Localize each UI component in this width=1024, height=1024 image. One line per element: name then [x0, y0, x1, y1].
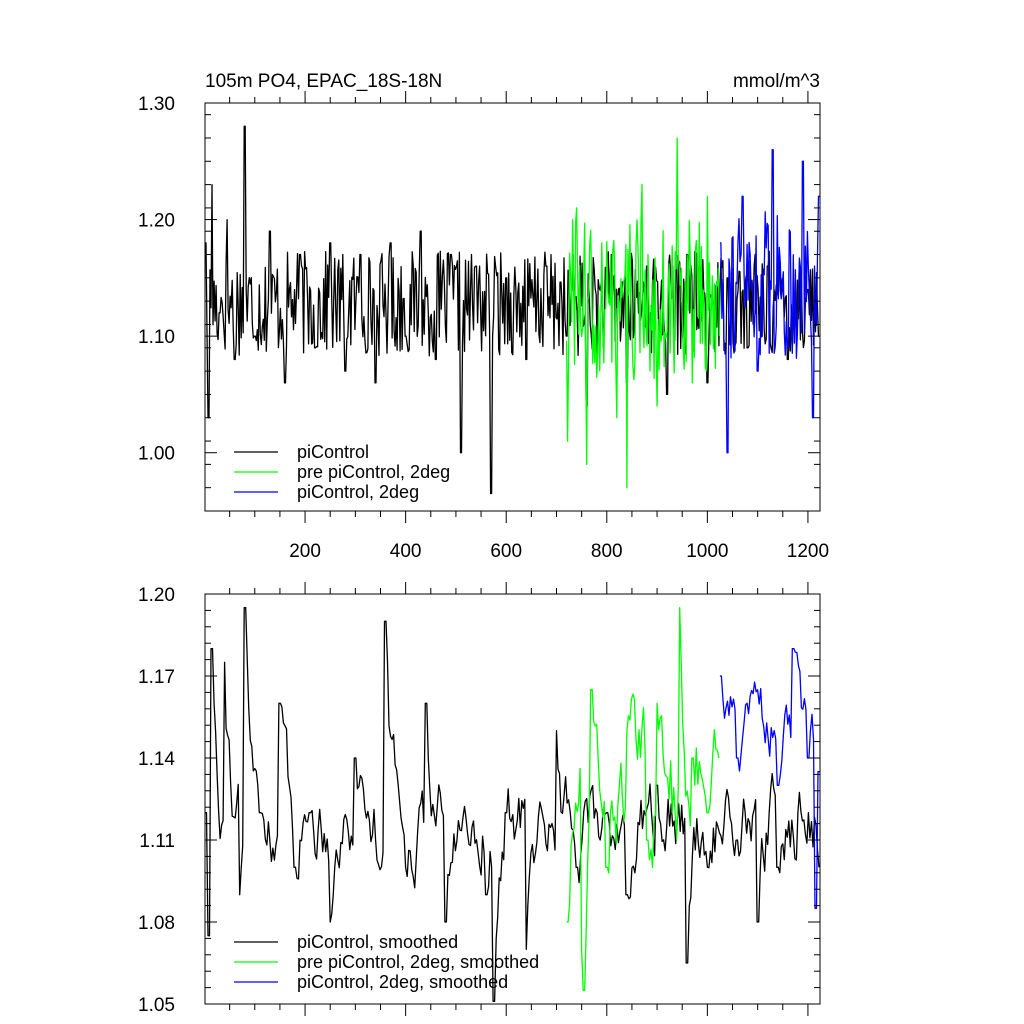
bottom-series-group	[205, 607, 820, 1002]
top-x-tick-label: 1200	[787, 541, 829, 562]
top-chart-title: 105m PO4, EPAC_18S-18N	[205, 71, 442, 92]
top-panel: 105m PO4, EPAC_18S-18N mmol/m^3 200 400 60…	[138, 71, 829, 562]
top-series-line-1	[205, 125, 820, 495]
bottom-series-line-2	[566, 607, 720, 991]
top-legend-label-3: piControl, 2deg	[297, 482, 419, 502]
top-x-tick-label: 1000	[686, 541, 728, 562]
top-chart-units: mmol/m^3	[733, 71, 820, 92]
top-x-tick-label: 800	[591, 541, 623, 562]
top-legend-label-1: piControl	[297, 442, 369, 462]
bottom-series-line-3	[719, 648, 820, 909]
bottom-y-tick-label: 1.20	[138, 585, 175, 606]
bottom-y-tick-label: 1.11	[139, 831, 175, 852]
bottom-legend-label-2: pre piControl, 2deg, smoothed	[297, 952, 539, 972]
bottom-panel: 1.05 1.08 1.11 1.14 1.17 1.20 piControl, smoo…	[138, 582, 821, 1016]
top-x-tick-label: 600	[490, 541, 522, 562]
bottom-y-tick-label: 1.08	[138, 913, 175, 934]
top-x-tick-label: 400	[390, 541, 422, 562]
bottom-legend-label-1: piControl, smoothed	[297, 932, 458, 952]
top-y-tick-label: 1.20	[138, 211, 175, 232]
bottom-series-line-1	[205, 607, 820, 1002]
top-y-tick-label: 1.00	[138, 444, 175, 465]
bottom-y-tick-label: 1.14	[138, 749, 175, 770]
bottom-legend-label-3: piControl, 2deg, smoothed	[297, 972, 508, 992]
top-legend-label-2: pre piControl, 2deg	[297, 462, 450, 482]
top-y-tick-label: 1.30	[138, 94, 175, 115]
top-series-line-2	[565, 137, 721, 489]
bottom-plot-frame	[204, 593, 821, 1005]
bottom-axis-ticks: 1.05 1.08 1.11 1.14 1.17 1.20	[138, 582, 820, 1016]
top-axis-ticks: 200 400 600 800 1000 1200 1.00 1.10 1.20 1.30	[138, 91, 829, 562]
top-x-tick-label: 200	[289, 541, 321, 562]
bottom-y-tick-label: 1.05	[138, 995, 175, 1016]
top-plot-frame	[204, 102, 821, 512]
top-series-group	[205, 125, 820, 495]
bottom-y-tick-label: 1.17	[138, 667, 175, 688]
top-series-line-3	[719, 148, 820, 454]
top-y-tick-label: 1.10	[138, 327, 175, 348]
